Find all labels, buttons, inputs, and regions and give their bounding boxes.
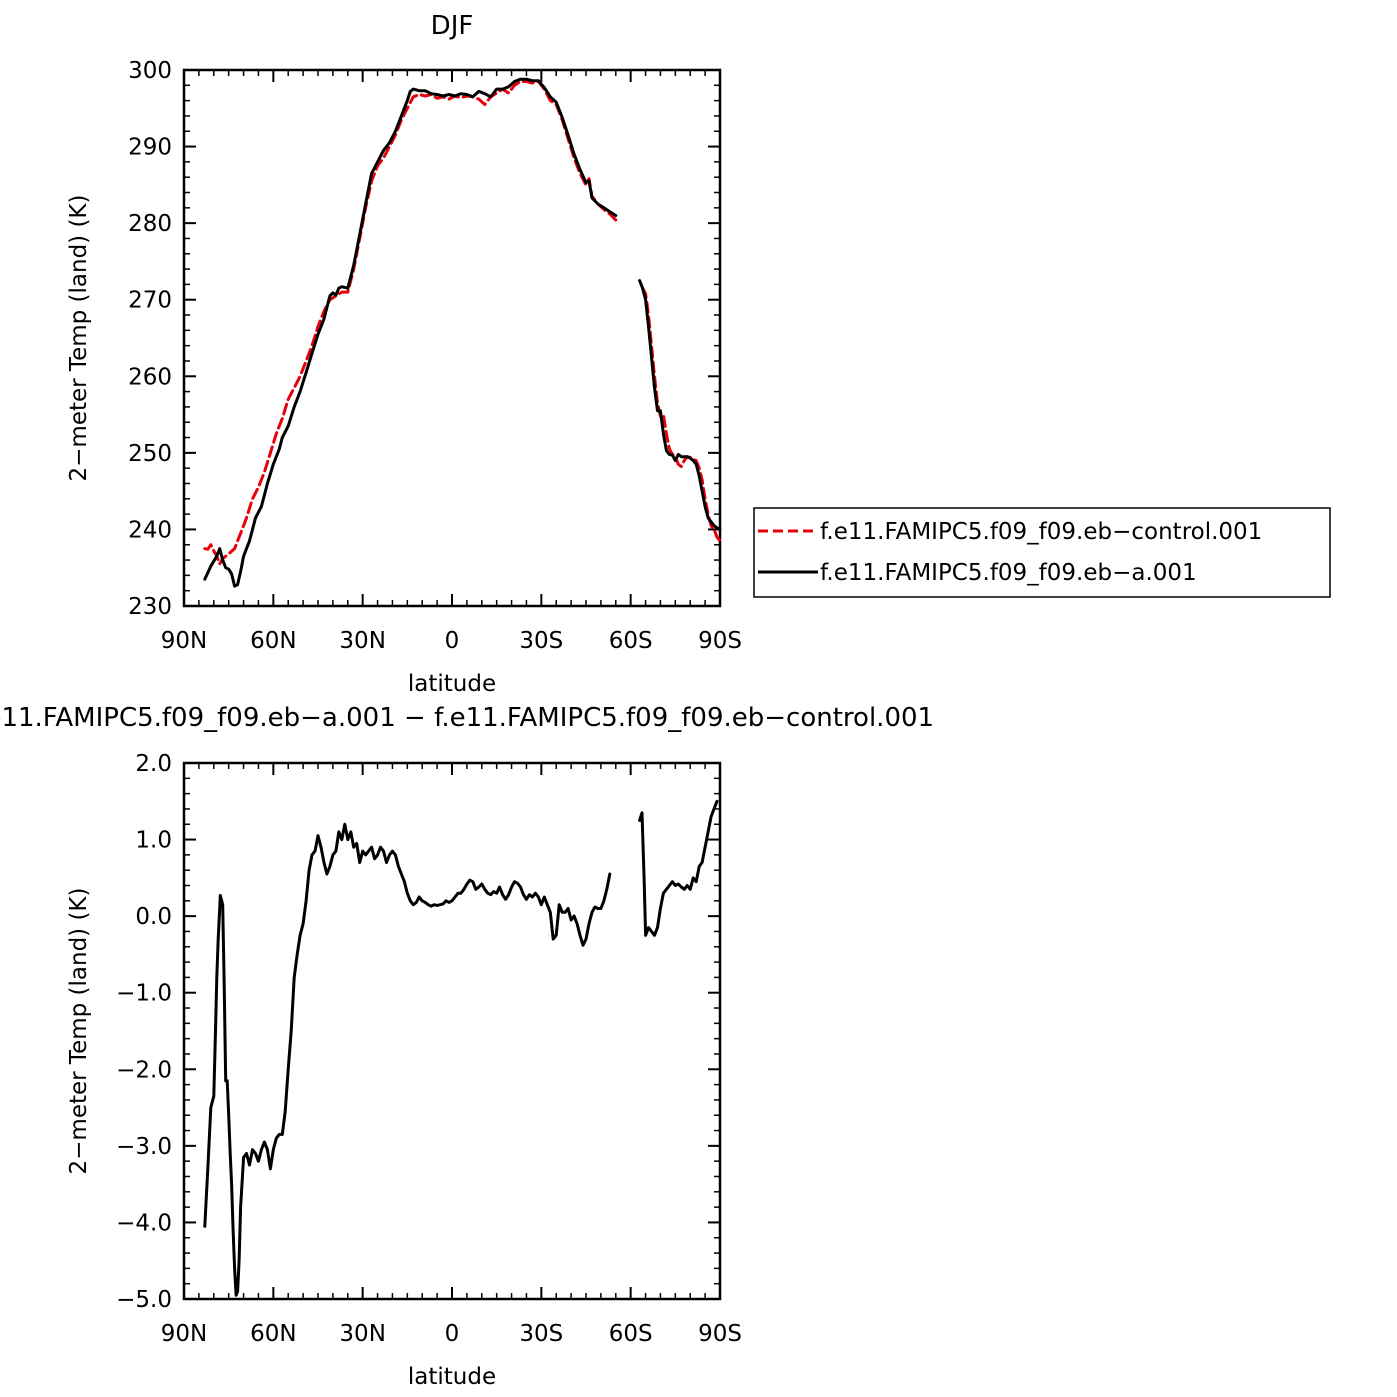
x-tick-label: 30S (519, 628, 563, 654)
x-tick-label: 30N (339, 1321, 385, 1347)
y-tick-label: 230 (128, 594, 172, 620)
y-axis-label: 2−meter Temp (land) (K) (66, 195, 92, 482)
y-axis-label: 2−meter Temp (land) (K) (66, 888, 92, 1175)
legend-control-label: f.e11.FAMIPC5.f09_f09.eb−control.001 (820, 519, 1262, 545)
plot-frame (182, 68, 722, 608)
y-tick-label: −5.0 (116, 1287, 172, 1313)
x-tick-label: 90N (161, 628, 207, 654)
y-tick-label: 250 (128, 441, 172, 467)
x-tick-label: 90N (161, 1321, 207, 1347)
chart-title: DJF (431, 11, 474, 41)
y-tick-label: 280 (128, 211, 172, 237)
x-tick-label: 60S (609, 628, 653, 654)
y-tick-label: 260 (128, 364, 172, 390)
difference-series-line-segment-2 (638, 799, 719, 937)
y-tick-label: 290 (128, 135, 172, 161)
control-series-line-segment-2 (641, 286, 722, 543)
control-series-line-segment-1 (203, 80, 618, 566)
x-tick-label: 0 (445, 628, 460, 654)
bottom-difference-chart: f.e11.FAMIPC5.f09_f09.eb−a.001 − f.e11.F… (0, 703, 934, 1390)
plot-frame (182, 761, 722, 1301)
difference-chart-title: f.e11.FAMIPC5.f09_f09.eb−a.001 − f.e11.F… (0, 703, 934, 733)
y-tick-label: 2.0 (135, 751, 172, 777)
legend-experiment-label: f.e11.FAMIPC5.f09_f09.eb−a.001 (820, 560, 1197, 586)
x-tick-label: 60N (250, 1321, 296, 1347)
x-tick-label: 60N (250, 628, 296, 654)
x-tick-label: 90S (698, 628, 742, 654)
y-tick-label: −2.0 (116, 1057, 172, 1083)
difference-series-line-segment-1 (203, 822, 612, 1297)
y-tick-label: 0.0 (135, 904, 172, 930)
x-tick-label: 30N (339, 628, 385, 654)
legend: f.e11.FAMIPC5.f09_f09.eb−control.001 f.e1… (753, 507, 1331, 598)
x-tick-label: 60S (609, 1321, 653, 1347)
legend-box (753, 507, 1331, 598)
experiment-series-line-segment-2 (638, 279, 722, 531)
y-tick-label: 1.0 (135, 828, 172, 854)
top-line-chart: DJF 90N 60N 30N 0 30S 60S 90S 230 240 250 260 270 280… (66, 11, 742, 697)
y-tick-label: 270 (128, 288, 172, 314)
x-tick-label: 30S (519, 1321, 563, 1347)
x-tick-label: 0 (445, 1321, 460, 1347)
x-tick-label: 90S (698, 1321, 742, 1347)
x-axis-label: latitude (408, 671, 496, 697)
y-tick-label: −4.0 (116, 1210, 172, 1236)
y-tick-label: 300 (128, 58, 172, 84)
y-tick-label: −1.0 (116, 981, 172, 1007)
x-axis-label: latitude (408, 1364, 496, 1390)
experiment-series-line-segment-1 (203, 77, 618, 588)
y-tick-label: −3.0 (116, 1134, 172, 1160)
y-tick-label: 240 (128, 517, 172, 543)
